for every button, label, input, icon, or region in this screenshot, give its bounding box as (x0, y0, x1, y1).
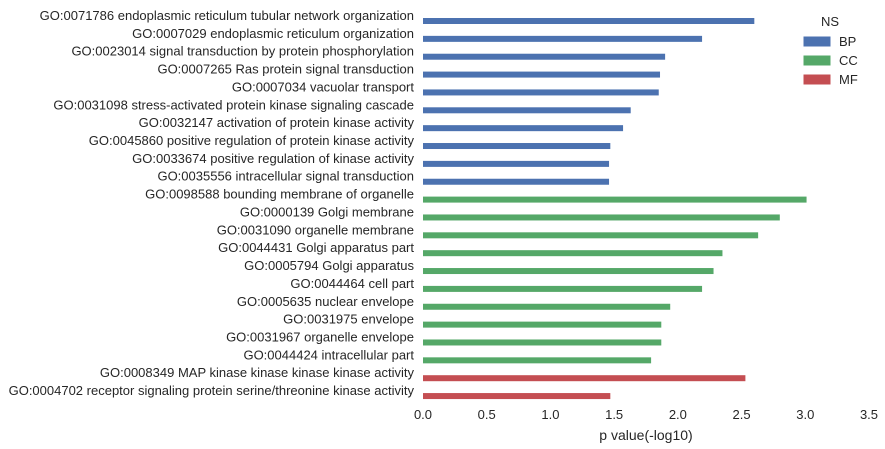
legend-swatch-bp (802, 35, 832, 48)
bar-cc (423, 196, 807, 203)
x-tick-label: 3.0 (796, 407, 814, 422)
y-tick-label: GO:0008349 MAP kinase kinase kinase kina… (100, 365, 415, 380)
y-tick-label: GO:0044431 Golgi apparatus part (218, 240, 414, 255)
y-tick-label: GO:0098588 bounding membrane of organell… (145, 187, 414, 202)
bar-cc (423, 357, 652, 364)
bar-cc (423, 303, 671, 310)
bar-bp (423, 125, 624, 132)
y-tick-label: GO:0071786 endoplasmic reticulum tubular… (40, 8, 414, 23)
bar-cc (423, 285, 703, 292)
x-tick-label: 0.5 (478, 407, 496, 422)
bar-bp (423, 178, 610, 185)
legend: NS BP CC MF (802, 14, 858, 87)
bar-cc (423, 339, 662, 346)
y-tick-label: GO:0000139 Golgi membrane (240, 204, 414, 219)
legend-label-mf: MF (839, 72, 858, 87)
legend-entries: BP CC MF (802, 34, 858, 87)
bar-bp (423, 107, 631, 114)
x-tick-label: 3.5 (860, 407, 878, 422)
y-tick-label: GO:0023014 signal transduction by protei… (71, 44, 414, 59)
y-tick-label: GO:0004702 receptor signaling protein se… (9, 383, 415, 398)
bar-bp (423, 89, 659, 96)
y-tick-label: GO:0007029 endoplasmic reticulum organiz… (132, 26, 414, 41)
y-tick-label: GO:0032147 activation of protein kinase … (139, 115, 415, 130)
y-tick-label: GO:0005794 Golgi apparatus (244, 258, 414, 273)
legend-swatch-mf (802, 73, 832, 86)
y-tick-label: GO:0031090 organelle membrane (217, 222, 414, 237)
bar-cc (423, 214, 780, 221)
bar-mf (423, 375, 746, 382)
x-tick-label: 2.0 (669, 407, 687, 422)
bar-cc (423, 268, 714, 275)
y-tick-label: GO:0031098 stress-activated protein kina… (53, 97, 414, 112)
bar-bp (423, 143, 611, 150)
x-tick-label: 1.0 (541, 407, 559, 422)
y-tick-label: GO:0033674 positive regulation of kinase… (132, 151, 414, 166)
x-tick-label: 0.0 (414, 407, 432, 422)
legend-label-cc: CC (839, 53, 858, 68)
bar-cc (423, 250, 723, 257)
bars-layer (423, 18, 807, 400)
bar-bp (423, 71, 661, 78)
x-tick-label: 2.5 (733, 407, 751, 422)
legend-title: NS (821, 14, 839, 29)
y-axis-labels: GO:0071786 endoplasmic reticulum tubular… (9, 8, 415, 398)
x-axis-title: p value(-log10) (599, 427, 692, 443)
legend-swatch-cc (802, 54, 832, 67)
y-tick-label: GO:0031967 organelle envelope (226, 329, 414, 344)
x-axis-ticks: 0.0 0.5 1.0 1.5 2.0 2.5 3.0 3.5 (414, 407, 878, 422)
bar-cc (423, 321, 662, 328)
bar-bp (423, 18, 755, 24)
y-tick-label: GO:0035556 intracellular signal transduc… (157, 169, 414, 184)
x-tick-label: 1.5 (605, 407, 623, 422)
legend-label-bp: BP (839, 34, 856, 49)
bar-bp (423, 35, 703, 42)
y-tick-label: GO:0044464 cell part (290, 276, 414, 291)
bar-cc (423, 232, 759, 239)
bar-bp (423, 53, 666, 60)
y-tick-label: GO:0007265 Ras protein signal transducti… (157, 62, 414, 77)
bar-bp (423, 160, 610, 167)
y-tick-label: GO:0044424 intracellular part (243, 347, 414, 362)
y-tick-label: GO:0031975 envelope (283, 312, 414, 327)
y-tick-label: GO:0005635 nuclear envelope (237, 294, 414, 309)
bar-mf (423, 393, 611, 400)
y-tick-label: GO:0045860 positive regulation of protei… (89, 133, 415, 148)
y-tick-label: GO:0007034 vacuolar transport (232, 79, 414, 94)
